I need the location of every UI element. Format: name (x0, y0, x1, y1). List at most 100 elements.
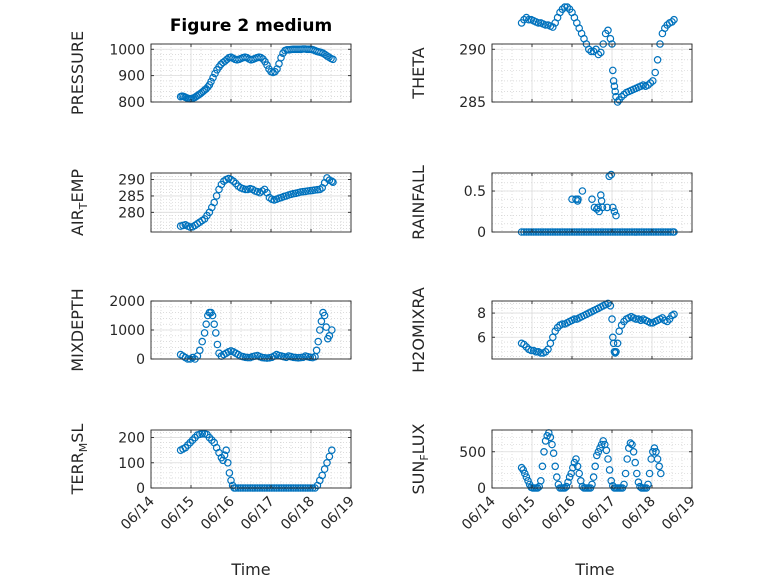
y-axis-label-subscript: F (418, 454, 431, 460)
data-point (520, 15, 528, 24)
y-axis-label-rest: SL (68, 424, 87, 443)
data-point (612, 211, 620, 220)
data-point (186, 438, 195, 447)
y-axis-label: MIXDEPTH (68, 288, 87, 371)
data-point (212, 329, 220, 337)
axes-box (491, 300, 693, 360)
data-point (224, 458, 232, 467)
data-point (213, 340, 222, 349)
data-point (588, 195, 596, 204)
axes-box (491, 429, 693, 489)
data-point (551, 462, 560, 471)
data-point (200, 329, 209, 337)
data-point (570, 315, 579, 323)
y-tick-label: 285 (118, 189, 145, 205)
data-point (629, 447, 638, 456)
data-point (632, 315, 640, 323)
data-point (517, 463, 526, 472)
y-axis-label: H2OMIXRA (409, 287, 428, 373)
subplot-4: 0 0.5 RAINFALL (409, 165, 693, 241)
series-markers (176, 45, 337, 103)
data-point (323, 458, 331, 467)
y-tick-label: 0 (136, 352, 145, 368)
data-point (207, 77, 215, 86)
data-point (655, 462, 664, 471)
data-point (538, 462, 547, 471)
data-point (222, 446, 231, 455)
data-point (184, 441, 192, 449)
axes-box (150, 43, 352, 103)
data-point (626, 439, 635, 447)
series-markers (176, 174, 337, 231)
y-tick-label: 285 (459, 95, 486, 111)
axes-box (150, 172, 352, 233)
data-point (611, 349, 620, 357)
y-tick-label: 2000 (109, 294, 145, 310)
data-point (648, 77, 657, 85)
data-point (617, 92, 626, 101)
data-point (594, 50, 603, 59)
data-point (658, 314, 667, 322)
data-point (670, 15, 678, 24)
data-point (314, 337, 323, 346)
data-point (565, 473, 574, 481)
data-point (599, 437, 608, 445)
y-tick-label: 900 (118, 69, 145, 85)
data-point (208, 436, 216, 444)
x-axis-label-left: Time (230, 560, 270, 579)
data-point (605, 466, 614, 474)
y-tick-label: 0 (477, 225, 486, 241)
data-point (621, 469, 630, 478)
subplot-1: 800 900 1000 PRESSURE (68, 31, 352, 115)
data-point (563, 3, 572, 11)
data-point (220, 451, 229, 460)
data-point (634, 478, 643, 487)
data-point (578, 187, 587, 195)
data-point (653, 55, 662, 64)
data-point (536, 349, 545, 357)
data-point (522, 473, 531, 481)
y-axis-label: SUNFLUX (409, 423, 431, 494)
data-point (520, 469, 529, 478)
data-point (609, 77, 618, 85)
data-point (606, 34, 615, 43)
data-point (568, 463, 577, 472)
data-point (594, 447, 603, 456)
data-point (532, 347, 540, 356)
data-point (258, 353, 267, 362)
y-axis-label-rest: LUX (409, 423, 428, 454)
data-point (527, 346, 536, 355)
y-tick-label: 0 (477, 481, 486, 497)
plot-area (492, 301, 692, 359)
data-point (628, 440, 636, 449)
data-point (536, 476, 545, 485)
data-point (589, 473, 598, 481)
data-point (541, 21, 550, 29)
data-point (646, 79, 655, 87)
plot-area (151, 430, 351, 488)
data-point (613, 339, 622, 348)
data-point (202, 320, 211, 329)
data-point (656, 469, 665, 478)
data-point (325, 452, 334, 461)
y-tick-label: 0.5 (464, 184, 486, 200)
data-point (632, 469, 641, 478)
y-tick-label: 1000 (109, 42, 145, 58)
data-point (244, 353, 252, 362)
data-point (594, 203, 602, 212)
series-markers (176, 308, 336, 363)
data-point (227, 476, 235, 485)
data-point (608, 315, 616, 323)
data-point (320, 311, 329, 320)
data-point (329, 178, 337, 187)
data-point (520, 340, 528, 349)
y-tick-label: 1000 (109, 323, 145, 339)
y-axis-label: THETA (409, 47, 428, 99)
data-point (604, 455, 612, 463)
data-point (548, 23, 557, 31)
data-point (205, 433, 214, 442)
data-point (208, 311, 217, 320)
data-point (198, 429, 207, 438)
data-point (522, 13, 531, 22)
data-point (558, 320, 567, 328)
